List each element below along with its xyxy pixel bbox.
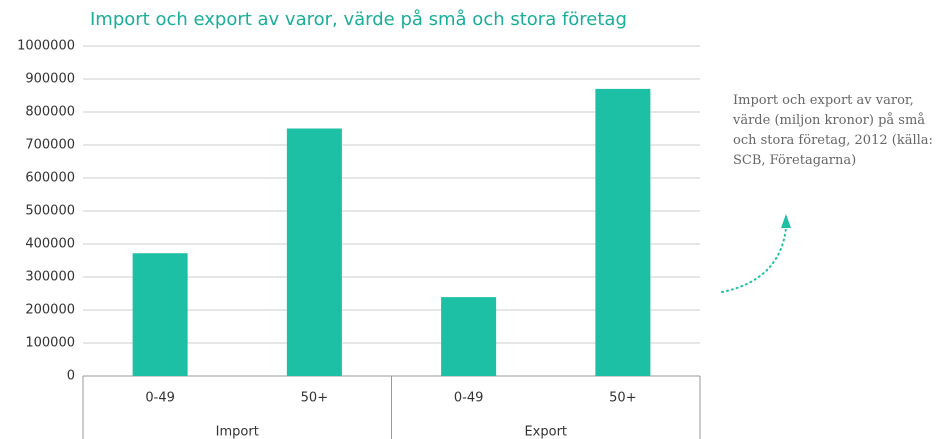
annotation: Import och export av varor, värde (miljon… [732, 93, 933, 168]
y-tick-label: 400000 [25, 237, 75, 252]
y-tick-label: 700000 [25, 138, 75, 153]
group-label: Export [524, 425, 567, 439]
y-tick-label: 1000000 [17, 39, 75, 54]
y-tick-label: 600000 [25, 171, 75, 186]
y-tick-label: 800000 [25, 105, 75, 120]
y-tick-label: 100000 [25, 336, 75, 351]
y-tick-label: 900000 [25, 72, 75, 87]
chart-title: Import och export av varor, värde på små… [90, 9, 627, 30]
arrow-head [781, 214, 791, 228]
y-tick-label: 0 [67, 369, 75, 384]
annotation-arrow [721, 227, 787, 293]
x-tick-label: 0-49 [145, 391, 175, 406]
group-label: Import [216, 425, 259, 439]
x-tick-label: 50+ [609, 391, 636, 406]
x-tick-label: 0-49 [454, 391, 484, 406]
bar [132, 253, 188, 376]
y-tick-label: 200000 [25, 303, 75, 318]
bar [286, 128, 342, 376]
x-tick-label: 50+ [301, 391, 328, 406]
bar [441, 297, 497, 376]
y-tick-label: 300000 [25, 270, 75, 285]
y-tick-label: 500000 [25, 204, 75, 219]
bar [595, 88, 651, 377]
